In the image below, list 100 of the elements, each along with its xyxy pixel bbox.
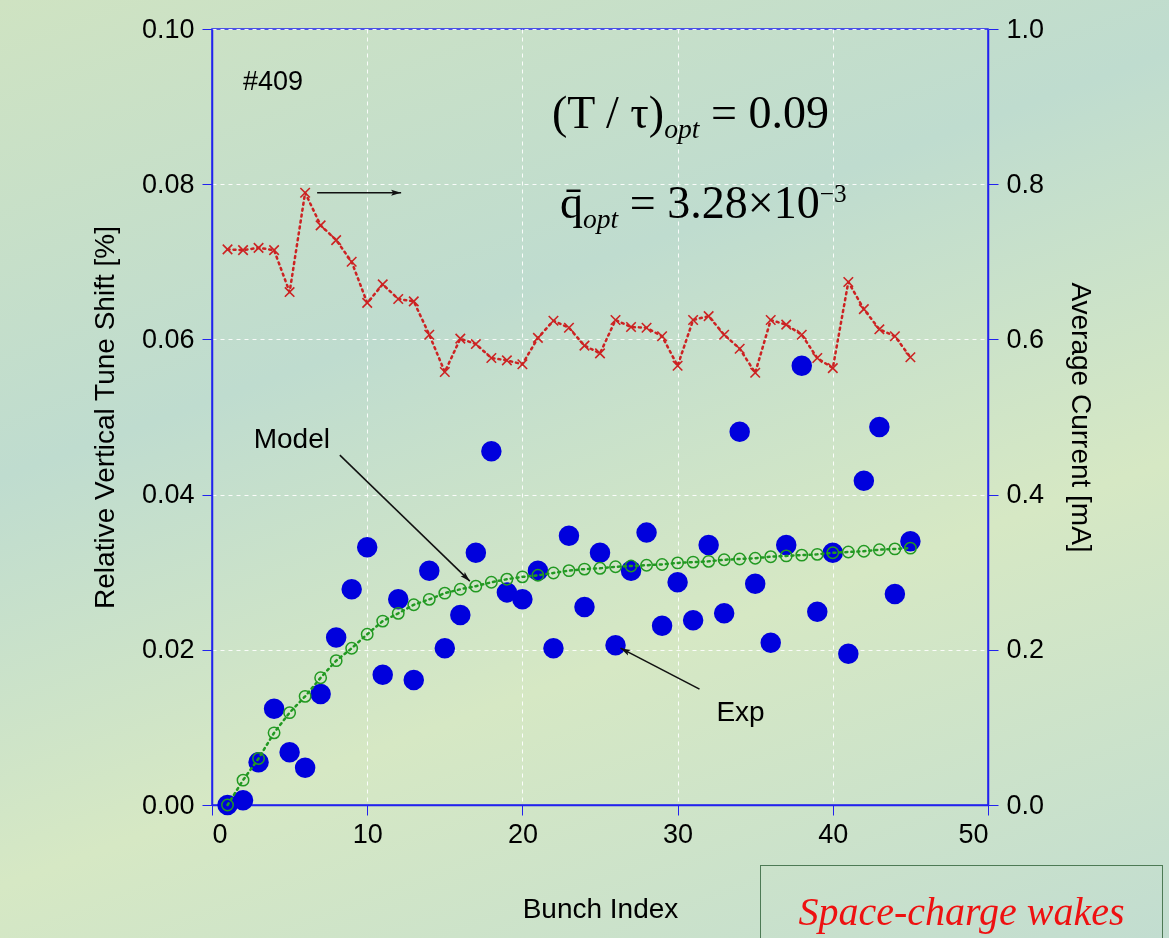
- point: [807, 601, 828, 622]
- point: [609, 314, 622, 326]
- point: [543, 638, 564, 659]
- x-tick-label: 20: [507, 818, 538, 849]
- point: [672, 360, 684, 372]
- point: [422, 592, 436, 606]
- point: [325, 627, 347, 648]
- point: [372, 664, 393, 685]
- point: [434, 638, 456, 659]
- point: [578, 562, 591, 576]
- x-tick-label: 0: [212, 818, 228, 849]
- point: [485, 352, 497, 364]
- y-tick-label: 0.00: [141, 789, 195, 820]
- point: [858, 303, 870, 315]
- point: [682, 610, 704, 631]
- point: [563, 322, 575, 334]
- point: [294, 757, 316, 778]
- point: [439, 366, 451, 378]
- point: [718, 329, 730, 341]
- annotation: #409: [243, 66, 304, 97]
- x-tick-label: 40: [818, 818, 849, 849]
- y-tick-label: 0.08: [141, 168, 195, 199]
- point: [589, 542, 611, 564]
- point: [744, 573, 766, 595]
- point: [387, 589, 409, 610]
- point: [605, 634, 626, 656]
- point: [764, 550, 778, 564]
- point: [484, 575, 498, 589]
- point: [872, 543, 886, 557]
- point: [356, 537, 378, 558]
- point: [625, 321, 637, 333]
- point: [853, 470, 875, 491]
- point: [888, 542, 902, 556]
- point: [465, 542, 487, 564]
- point: [609, 560, 622, 574]
- point: [315, 219, 327, 231]
- point: [283, 706, 297, 720]
- y-tick-label: 0.10: [141, 13, 195, 44]
- x-tick-label: 30: [663, 818, 694, 849]
- point: [408, 295, 420, 307]
- point: [655, 558, 669, 571]
- point: [450, 604, 471, 626]
- point: [298, 689, 312, 703]
- point: [780, 319, 792, 331]
- point: [547, 315, 559, 327]
- point: [236, 773, 250, 787]
- point: [594, 347, 606, 359]
- point: [869, 416, 890, 438]
- point: [419, 560, 440, 581]
- point: [796, 329, 808, 341]
- point: [346, 256, 358, 268]
- point: [453, 582, 467, 596]
- annotation: Exp: [716, 696, 765, 728]
- point: [267, 726, 281, 740]
- point: [361, 297, 373, 309]
- point: [667, 572, 688, 593]
- point: [469, 579, 483, 593]
- y-tick-label: 0.02: [141, 634, 195, 665]
- point: [377, 278, 389, 290]
- y2-tick-label: 0.4: [1006, 479, 1045, 510]
- point: [454, 333, 466, 345]
- point: [795, 548, 809, 562]
- point: [640, 558, 654, 572]
- point: [345, 641, 359, 655]
- point: [237, 244, 249, 256]
- point: [889, 330, 901, 342]
- point: [842, 276, 854, 288]
- y-tick-label: 0.04: [141, 479, 195, 510]
- point: [791, 355, 813, 377]
- point: [360, 627, 374, 641]
- text: Space-charge wakes: [760, 865, 1163, 938]
- annotation: (T / τ)$_{opt}$ = 0.09: [552, 86, 829, 146]
- point: [284, 286, 296, 298]
- annotation: Model: [253, 423, 330, 455]
- y2-tick-label: 1.0: [1006, 13, 1045, 44]
- point: [546, 566, 560, 580]
- point: [671, 556, 685, 570]
- point: [314, 671, 328, 685]
- point: [263, 698, 285, 719]
- point: [232, 790, 254, 811]
- point: [253, 242, 265, 254]
- annotation: q̄$_{opt}$ = 3.28×10$^{−3}$: [560, 176, 847, 236]
- point: [558, 525, 580, 546]
- x-tick-label: 50: [958, 818, 989, 849]
- point: [765, 314, 777, 326]
- point: [500, 572, 514, 586]
- point: [423, 329, 435, 341]
- point: [748, 551, 762, 565]
- point: [857, 544, 871, 558]
- y2-tick-label: 0.8: [1006, 168, 1045, 199]
- point: [279, 742, 300, 763]
- x-axis-title: Bunch Index: [522, 892, 679, 924]
- point: [779, 549, 793, 563]
- y2-tick-label: 0.0: [1006, 789, 1045, 820]
- point: [516, 358, 528, 370]
- point: [641, 322, 653, 334]
- point: [656, 330, 668, 342]
- point: [810, 547, 824, 561]
- point: [221, 243, 234, 255]
- point: [873, 323, 885, 335]
